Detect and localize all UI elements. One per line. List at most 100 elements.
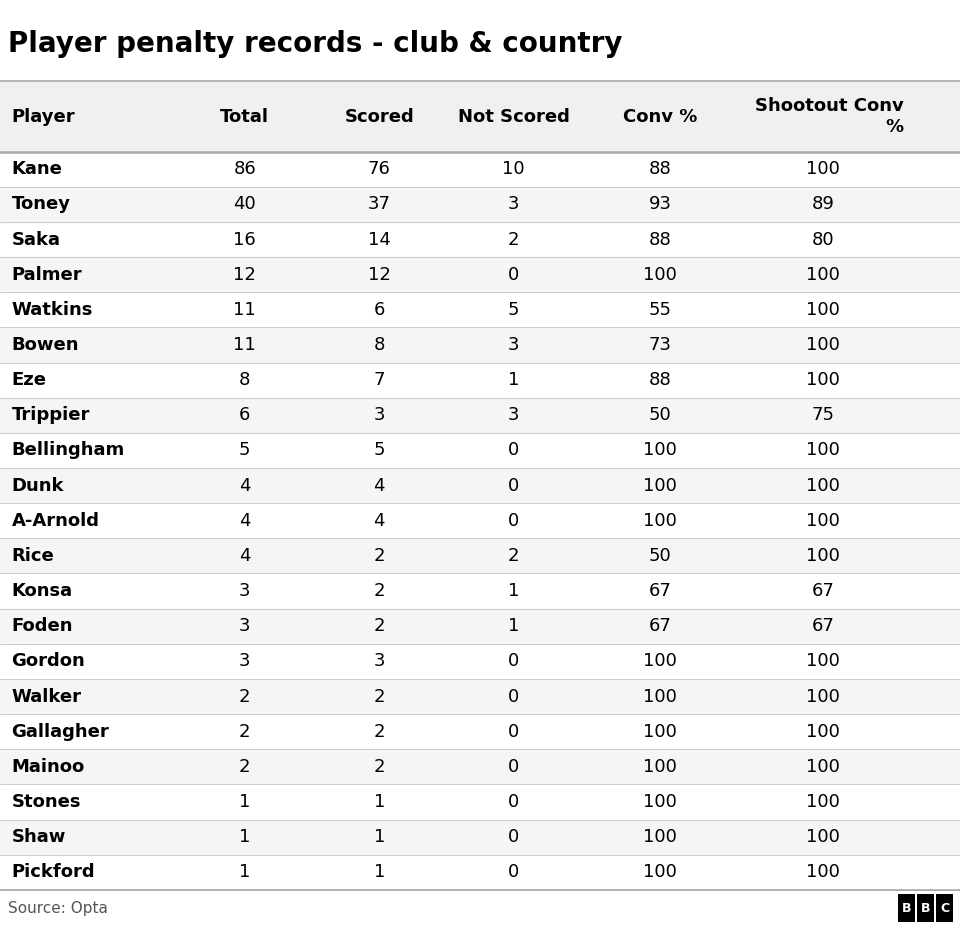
Text: 0: 0	[508, 793, 519, 811]
Text: 100: 100	[806, 265, 840, 284]
Text: 2: 2	[239, 758, 251, 776]
Text: 100: 100	[806, 863, 840, 882]
Text: Konsa: Konsa	[12, 582, 73, 600]
Text: Trippier: Trippier	[12, 406, 90, 425]
Text: 0: 0	[508, 265, 519, 284]
Text: 37: 37	[368, 195, 391, 214]
Text: Conv %: Conv %	[623, 107, 697, 126]
Text: 100: 100	[643, 687, 677, 706]
Text: 1: 1	[373, 863, 385, 882]
Text: 100: 100	[806, 301, 840, 319]
Text: 3: 3	[239, 652, 251, 671]
Text: 2: 2	[239, 687, 251, 706]
Text: Pickford: Pickford	[12, 863, 95, 882]
Text: 100: 100	[643, 793, 677, 811]
Text: 100: 100	[806, 758, 840, 776]
Text: Foden: Foden	[12, 617, 73, 635]
Bar	[0, 538, 960, 574]
Text: 100: 100	[643, 722, 677, 741]
Text: Shaw: Shaw	[12, 828, 66, 846]
Text: 0: 0	[508, 476, 519, 495]
Text: 100: 100	[806, 371, 840, 389]
Text: 1: 1	[239, 793, 251, 811]
Text: 2: 2	[373, 617, 385, 635]
Text: 7: 7	[373, 371, 385, 389]
Bar	[0, 398, 960, 433]
Text: 100: 100	[643, 512, 677, 530]
Text: 0: 0	[508, 652, 519, 671]
Text: B: B	[901, 902, 911, 915]
Text: 4: 4	[239, 547, 251, 565]
Bar	[0, 327, 960, 363]
Text: 0: 0	[508, 758, 519, 776]
Bar	[0, 257, 960, 292]
Text: C: C	[940, 902, 949, 915]
Text: 2: 2	[373, 582, 385, 600]
Text: Watkins: Watkins	[12, 301, 93, 319]
Text: 2: 2	[508, 230, 519, 249]
Text: 4: 4	[373, 512, 385, 530]
Text: 12: 12	[368, 265, 391, 284]
Text: 100: 100	[806, 793, 840, 811]
Text: 5: 5	[373, 441, 385, 460]
Bar	[0, 187, 960, 222]
Text: 5: 5	[508, 301, 519, 319]
Text: A-Arnold: A-Arnold	[12, 512, 100, 530]
Text: 8: 8	[373, 336, 385, 354]
Bar	[898, 894, 915, 922]
Text: 86: 86	[233, 160, 256, 179]
Text: Gallagher: Gallagher	[12, 722, 109, 741]
Bar	[0, 81, 960, 152]
Text: Kane: Kane	[12, 160, 62, 179]
Text: 4: 4	[373, 476, 385, 495]
Text: Bellingham: Bellingham	[12, 441, 125, 460]
Text: Rice: Rice	[12, 547, 55, 565]
Text: Not Scored: Not Scored	[458, 107, 569, 126]
Text: 100: 100	[643, 441, 677, 460]
Text: 100: 100	[643, 828, 677, 846]
Text: 2: 2	[239, 722, 251, 741]
Text: 0: 0	[508, 863, 519, 882]
Text: 73: 73	[649, 336, 671, 354]
Text: 0: 0	[508, 828, 519, 846]
Bar	[0, 679, 960, 714]
Text: Mainoo: Mainoo	[12, 758, 84, 776]
Text: 2: 2	[373, 547, 385, 565]
Text: 100: 100	[806, 652, 840, 671]
Text: 0: 0	[508, 512, 519, 530]
Text: 100: 100	[643, 758, 677, 776]
Text: 0: 0	[508, 722, 519, 741]
Text: Source: Opta: Source: Opta	[8, 901, 108, 916]
Text: 14: 14	[368, 230, 391, 249]
Text: 5: 5	[239, 441, 251, 460]
Text: 0: 0	[508, 687, 519, 706]
Text: 75: 75	[812, 406, 834, 425]
Text: 4: 4	[239, 476, 251, 495]
Text: 100: 100	[806, 547, 840, 565]
Bar	[0, 749, 960, 784]
Text: 12: 12	[233, 265, 256, 284]
Bar	[0, 820, 960, 855]
Text: 100: 100	[806, 336, 840, 354]
Text: 89: 89	[812, 195, 834, 214]
Text: 80: 80	[812, 230, 834, 249]
Text: 3: 3	[508, 195, 519, 214]
Text: 1: 1	[373, 793, 385, 811]
Text: 100: 100	[643, 265, 677, 284]
Text: 100: 100	[806, 722, 840, 741]
Text: 10: 10	[502, 160, 525, 179]
Text: 100: 100	[806, 160, 840, 179]
Text: 67: 67	[812, 582, 834, 600]
Text: 2: 2	[508, 547, 519, 565]
Text: Eze: Eze	[12, 371, 46, 389]
Text: 6: 6	[239, 406, 251, 425]
Text: 100: 100	[643, 652, 677, 671]
Text: 88: 88	[649, 371, 671, 389]
Text: Gordon: Gordon	[12, 652, 85, 671]
Text: Stones: Stones	[12, 793, 81, 811]
Text: 3: 3	[508, 336, 519, 354]
Text: Toney: Toney	[12, 195, 70, 214]
Text: Player penalty records - club & country: Player penalty records - club & country	[8, 30, 622, 57]
Bar	[0, 609, 960, 644]
Text: 50: 50	[649, 547, 671, 565]
